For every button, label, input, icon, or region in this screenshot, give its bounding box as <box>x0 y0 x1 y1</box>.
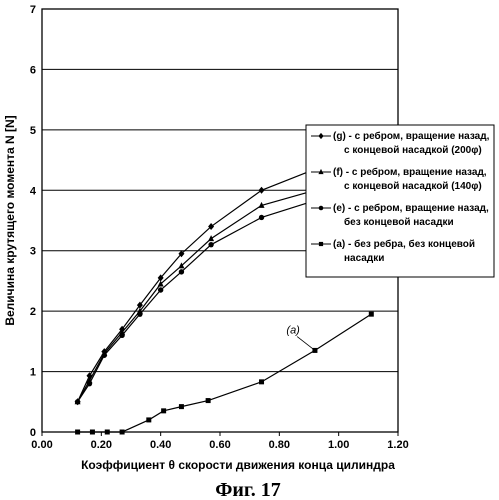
y-tick-label: 5 <box>30 125 36 137</box>
marker-square <box>206 398 211 403</box>
marker-square <box>179 404 184 409</box>
legend-text: с концевой насадкой (200φ) <box>344 145 482 156</box>
marker-circle <box>319 206 324 211</box>
marker-circle <box>259 215 264 220</box>
y-tick-label: 4 <box>30 185 37 197</box>
y-axis-title: Величина крутящего момента N [N] <box>3 115 17 325</box>
legend-text: (a) - без ребра, без концевой <box>333 238 475 250</box>
y-tick-label: 6 <box>30 64 36 76</box>
legend-text: без концевой насадки <box>344 216 454 228</box>
legend-text: (g) - с ребром, вращение назад, <box>333 130 490 142</box>
marker-square <box>369 312 374 317</box>
marker-square <box>146 417 151 422</box>
y-tick-label: 3 <box>30 246 36 258</box>
x-tick-label: 0.40 <box>150 439 171 451</box>
legend-text: (e) - с ребром, вращение назад, <box>333 202 489 214</box>
figure-caption: Фиг. 17 <box>215 479 281 500</box>
marker-circle <box>137 311 142 316</box>
marker-circle <box>102 353 107 358</box>
marker-triangle <box>208 235 214 241</box>
y-tick-label: 1 <box>30 367 36 379</box>
legend-text: (f) - с ребром, вращение назад, <box>333 166 487 178</box>
marker-square <box>319 242 323 246</box>
legend: (g) - с ребром, вращение назад, с концево… <box>306 125 494 277</box>
label-leader <box>297 337 315 351</box>
marker-circle <box>158 287 163 292</box>
marker-circle <box>119 333 124 338</box>
marker-circle <box>179 269 184 274</box>
marker-square <box>259 379 264 384</box>
legend-text: насадки <box>344 253 384 264</box>
marker-circle <box>75 399 80 404</box>
marker-square <box>161 408 166 413</box>
x-tick-label: 1.00 <box>328 439 349 451</box>
x-axis-title: Коэффициент θ скорости движения конца ци… <box>81 458 395 472</box>
x-tick-label: 0.20 <box>91 439 112 451</box>
x-tick-label: 1.20 <box>387 439 408 451</box>
marker-diamond <box>259 187 265 194</box>
y-tick-label: 0 <box>30 427 36 439</box>
y-tick-label: 2 <box>30 306 36 318</box>
x-tick-label: 0.60 <box>209 439 230 451</box>
legend-text: с концевой насадкой (140φ) <box>344 181 482 192</box>
curve-label: (a) <box>286 325 300 337</box>
marker-circle <box>208 242 213 247</box>
x-tick-label: 0.00 <box>31 439 52 451</box>
marker-circle <box>87 381 92 386</box>
y-tick-label: 7 <box>30 4 36 16</box>
x-tick-label: 0.80 <box>269 439 290 451</box>
